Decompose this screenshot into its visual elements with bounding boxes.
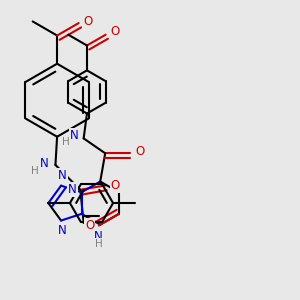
Text: O: O [83, 15, 93, 28]
Text: N: N [94, 230, 103, 243]
Text: O: O [110, 25, 120, 38]
Text: O: O [110, 179, 120, 192]
Text: H: H [31, 166, 39, 176]
Text: N: N [58, 169, 67, 182]
Text: O: O [85, 219, 94, 232]
Text: H: H [95, 239, 102, 249]
Text: N: N [68, 183, 76, 196]
Text: N: N [40, 157, 48, 170]
Text: N: N [58, 224, 67, 237]
Text: H: H [61, 137, 69, 147]
Text: N: N [70, 129, 79, 142]
Text: O: O [135, 145, 145, 158]
